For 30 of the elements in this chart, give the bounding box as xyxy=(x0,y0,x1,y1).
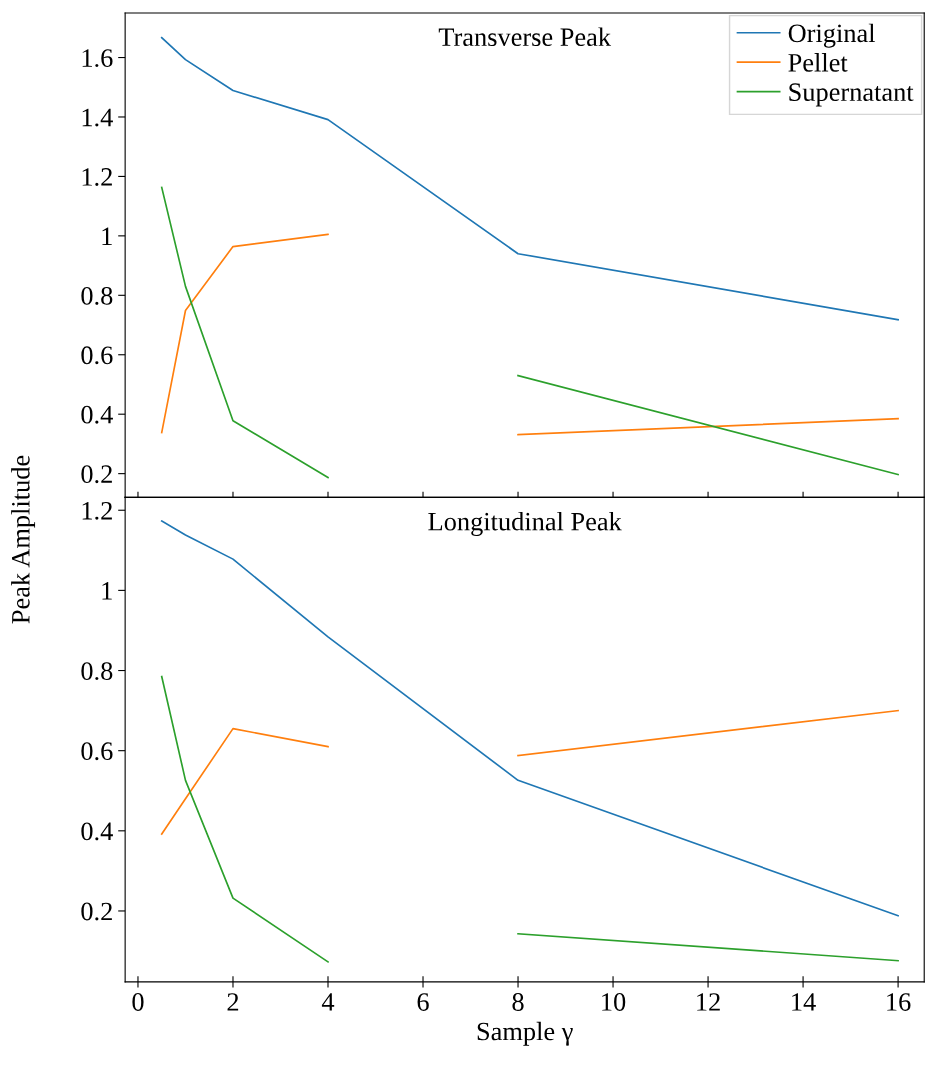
x-tick-label: 2 xyxy=(227,993,239,1011)
x-axis-title: Sample γ xyxy=(477,1021,573,1046)
y-tick-label: 1 xyxy=(102,582,112,600)
y-tick-label: 1.2 xyxy=(82,501,112,520)
legend-label: Pellet xyxy=(788,53,848,72)
y-tick-label: 1.6 xyxy=(82,49,113,68)
y-tick-label: 0.4 xyxy=(81,822,113,841)
y-tick-label: 1.4 xyxy=(82,108,113,127)
y-tick-label: 0.4 xyxy=(81,405,113,424)
chart-title: Transverse Peak xyxy=(438,27,612,47)
y-tick-label: 0.8 xyxy=(81,286,113,305)
x-tick-label: 8 xyxy=(512,993,524,1011)
y-tick-label: 1 xyxy=(102,227,112,246)
x-tick-label: 10 xyxy=(602,993,626,1011)
x-tick-label: 12 xyxy=(697,993,720,1011)
x-tick-label: 16 xyxy=(887,993,911,1011)
y-tick-label: 0.6 xyxy=(81,346,113,365)
text: Longitudinal Peak xyxy=(428,511,622,536)
y-tick-label: 1.2 xyxy=(82,168,112,186)
x-tick-label: 0 xyxy=(132,993,144,1011)
legend-label: Supernatant xyxy=(789,83,914,107)
y-tick-label: 0.6 xyxy=(81,742,113,761)
x-tick-label: 4 xyxy=(321,993,335,1011)
y-tick-label: 0.8 xyxy=(81,662,113,681)
x-tick-label: 6 xyxy=(417,993,429,1011)
x-tick-label: 14 xyxy=(792,993,816,1011)
y-axis-title: Peak Amplitude xyxy=(11,455,36,624)
legend-label: Original xyxy=(788,23,876,48)
y-tick-label: 0.2 xyxy=(81,465,112,484)
y-tick-label: 0.2 xyxy=(81,902,112,921)
